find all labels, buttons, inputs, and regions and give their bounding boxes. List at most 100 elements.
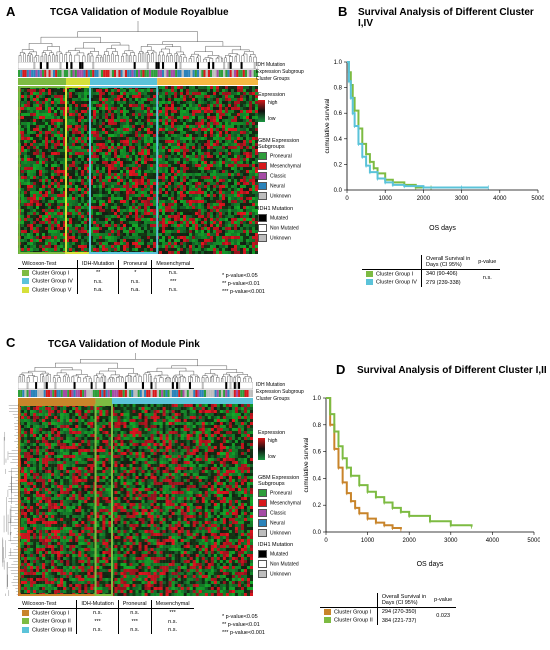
table-cell: *** [169, 278, 177, 285]
legend-item: Proneural [258, 152, 301, 160]
x-tick-label: 5000 [527, 538, 540, 544]
table-cell: n.s. [168, 627, 178, 634]
legend-label: Mesenchymal [270, 500, 301, 507]
sig-1: * p-value<0.05 [222, 273, 258, 279]
legend-high: high [268, 100, 278, 106]
legend-item: Mutated [258, 550, 299, 558]
legend-gbm-items: Proneural Mesenchymal Classic Neural Unknown [258, 489, 301, 537]
group-label: Cluster Group V [32, 287, 72, 294]
group-swatch [324, 617, 331, 624]
legend-label: Proneural [270, 490, 292, 497]
legend-label: Classic [270, 510, 287, 517]
x-axis-label: OS days [429, 225, 456, 232]
table-cell: n.s. [77, 277, 120, 286]
legend-swatch [258, 214, 267, 222]
table-cell: n.a. [77, 285, 120, 295]
legend-label: Neural [270, 520, 285, 527]
legend-idh-items: Mutated Non Mutated Unknown [258, 214, 299, 242]
panel-a-heatmap [18, 86, 258, 254]
legend-high: high [268, 438, 278, 444]
legend-gbm-title-1: GBM Expression [258, 475, 300, 481]
table-row: Cluster Group III n.s. n.s. n.s. [18, 625, 194, 635]
panel-b-survival-table: Overall Survival in Days (CI 95%) p-value C… [362, 255, 501, 287]
legend-item: Neural [258, 182, 301, 190]
legend-gbm-title-2: Subgroups [258, 144, 285, 150]
panel-c-legend-gbm: GBM Expression Subgroups Proneural Mesenc… [258, 475, 301, 539]
table-cell: * [118, 268, 153, 278]
group-swatch [22, 610, 29, 616]
x-tick-label: 2000 [417, 196, 431, 202]
y-tick-label: 0.0 [313, 530, 322, 536]
x-tick-label: 1000 [361, 538, 375, 544]
panel-d-title: Survival Analysis of Different Cluster I… [357, 365, 547, 376]
x-tick-label: 1000 [379, 196, 393, 202]
pvalue-header: p-value [474, 255, 501, 270]
legend-label: Non Mutated [270, 561, 299, 568]
legend-item: Mutated [258, 214, 299, 222]
group-swatch [22, 626, 29, 633]
panel-a-letter: A [6, 4, 16, 19]
x-tick-label: 3000 [455, 196, 469, 202]
table-header: Wilcoxon-Test [18, 260, 78, 269]
y-axis-label: cumulative survival [303, 437, 310, 492]
survival-value: 294 (270-350) [381, 609, 417, 616]
group-label: Cluster Group IV [376, 279, 417, 286]
legend-item: Unknown [258, 529, 301, 537]
panel-c-track-labels: IDH Mutation Expression Subgroup Cluster… [256, 382, 304, 403]
table-header: IDH-Mutation [77, 260, 120, 269]
legend-gbm-title-1: GBM Expression [258, 138, 300, 144]
table-row: Cluster Group I n.s. n.s. *** [18, 608, 194, 618]
panel-a-legend-idh: IDH1 Mutation Mutated Non Mutated Unknown [258, 206, 299, 244]
y-tick-label: 0.6 [313, 450, 322, 456]
survival-header-line1: Overall Survival in [381, 594, 427, 600]
legend-item: Classic [258, 172, 301, 180]
table-header: Wilcoxon-Test [18, 600, 78, 609]
table-header: Proneural [118, 260, 153, 269]
legend-low: low [268, 454, 276, 460]
group-label: Cluster Group III [32, 627, 73, 634]
table-cell: n.s. [168, 287, 178, 294]
survival-curve [326, 397, 473, 527]
panel-c-title: TCGA Validation of Module Pink [48, 339, 200, 350]
panel-a-title: TCGA Validation of Module Royalblue [50, 7, 229, 18]
table-header: Mesenchymal [151, 260, 195, 269]
track-label-idh: IDH Mutation [256, 62, 286, 68]
legend-label: Classic [270, 173, 287, 180]
legend-item: Unknown [258, 570, 299, 578]
legend-swatch [258, 192, 267, 200]
sig-3: *** p-value<0.001 [222, 289, 265, 295]
survival-header-line1: Overall Survival in [425, 256, 471, 262]
legend-swatch [258, 519, 267, 527]
legend-swatch [258, 152, 267, 160]
y-tick-label: 0.2 [334, 162, 343, 168]
panel-b-letter: B [338, 4, 348, 19]
expression-colorbar [258, 438, 265, 460]
legend-item: Proneural [258, 489, 301, 497]
legend-label: Unknown [270, 530, 291, 537]
x-tick-label: 2000 [403, 538, 417, 544]
panel-c-legend-expression: Expression high low [258, 430, 285, 460]
y-tick-label: 1.0 [334, 60, 343, 66]
x-tick-label: 3000 [444, 538, 458, 544]
panel-a-track-labels: IDH Mutation Expression Subgroup Cluster… [256, 62, 304, 83]
legend-gbm-items: Proneural Mesenchymal Classic Neural Unknown [258, 152, 301, 200]
survival-value: 340 (90-406) [425, 271, 458, 278]
survival-header-line2: Days (CI 95%) [425, 262, 462, 268]
group-label: Cluster Group II [32, 618, 71, 625]
table-header: Mesenchymal [151, 600, 194, 609]
table-row: Cluster Group II 384 (221-737) [320, 616, 456, 625]
legend-swatch [258, 182, 267, 190]
legend-label: Unknown [270, 193, 291, 200]
legend-label: Mutated [270, 551, 289, 558]
x-axis-label: OS days [417, 561, 444, 568]
y-axis-label: cumulative survival [324, 98, 331, 153]
table-cell: n.s. [76, 608, 119, 618]
panel-a-annotation-tracks [18, 62, 258, 85]
panel-a-dendrogram [18, 21, 257, 62]
legend-label: Unknown [270, 235, 291, 242]
panel-b-title: Survival Analysis of Different Cluster I… [358, 7, 534, 29]
panel-c-wilcoxon-table: Wilcoxon-Test IDH-Mutation Proneural Mesenc… [18, 600, 194, 635]
legend-label: Mutated [270, 215, 289, 222]
legend-swatch [258, 162, 267, 170]
legend-swatch [258, 509, 267, 517]
